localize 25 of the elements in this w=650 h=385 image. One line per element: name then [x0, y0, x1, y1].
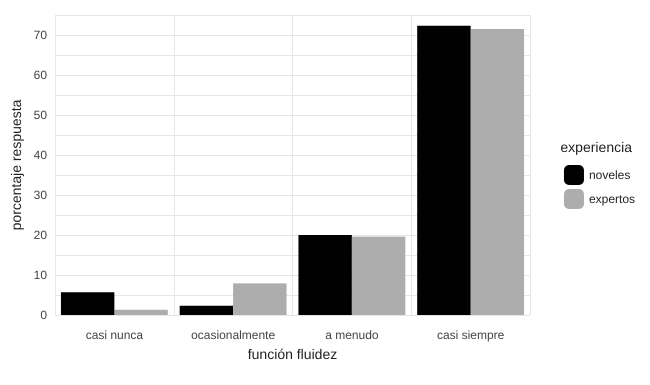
- legend-label: expertos: [588, 192, 636, 206]
- y-tick-label: 70: [34, 28, 48, 42]
- y-tick-label: 10: [34, 268, 48, 282]
- y-tick-label: 20: [34, 228, 48, 242]
- bar: [298, 235, 352, 315]
- x-tick-label: casi nunca: [86, 328, 144, 342]
- y-tick-label: 30: [34, 188, 48, 202]
- x-tick-label: ocasionalmente: [191, 328, 276, 342]
- x-tick-label: casi siempre: [436, 328, 505, 342]
- y-tick-label: 40: [34, 148, 48, 162]
- x-tick-label: a menudo: [325, 328, 379, 342]
- legend-label: noveles: [588, 168, 630, 182]
- y-axis-title: porcentaje respuesta: [8, 99, 24, 230]
- bar: [60, 292, 114, 315]
- y-tick-label: 50: [34, 108, 48, 122]
- x-axis-title: función fluidez: [248, 346, 338, 362]
- bar: [180, 306, 234, 315]
- y-tick-label: 60: [34, 68, 48, 82]
- bar: [114, 310, 168, 315]
- bar: [470, 29, 524, 315]
- bar: [352, 236, 406, 315]
- y-tick-label: 0: [40, 308, 48, 322]
- bar: [233, 283, 287, 315]
- bar: [417, 26, 471, 315]
- legend-title: experiencia: [560, 139, 632, 155]
